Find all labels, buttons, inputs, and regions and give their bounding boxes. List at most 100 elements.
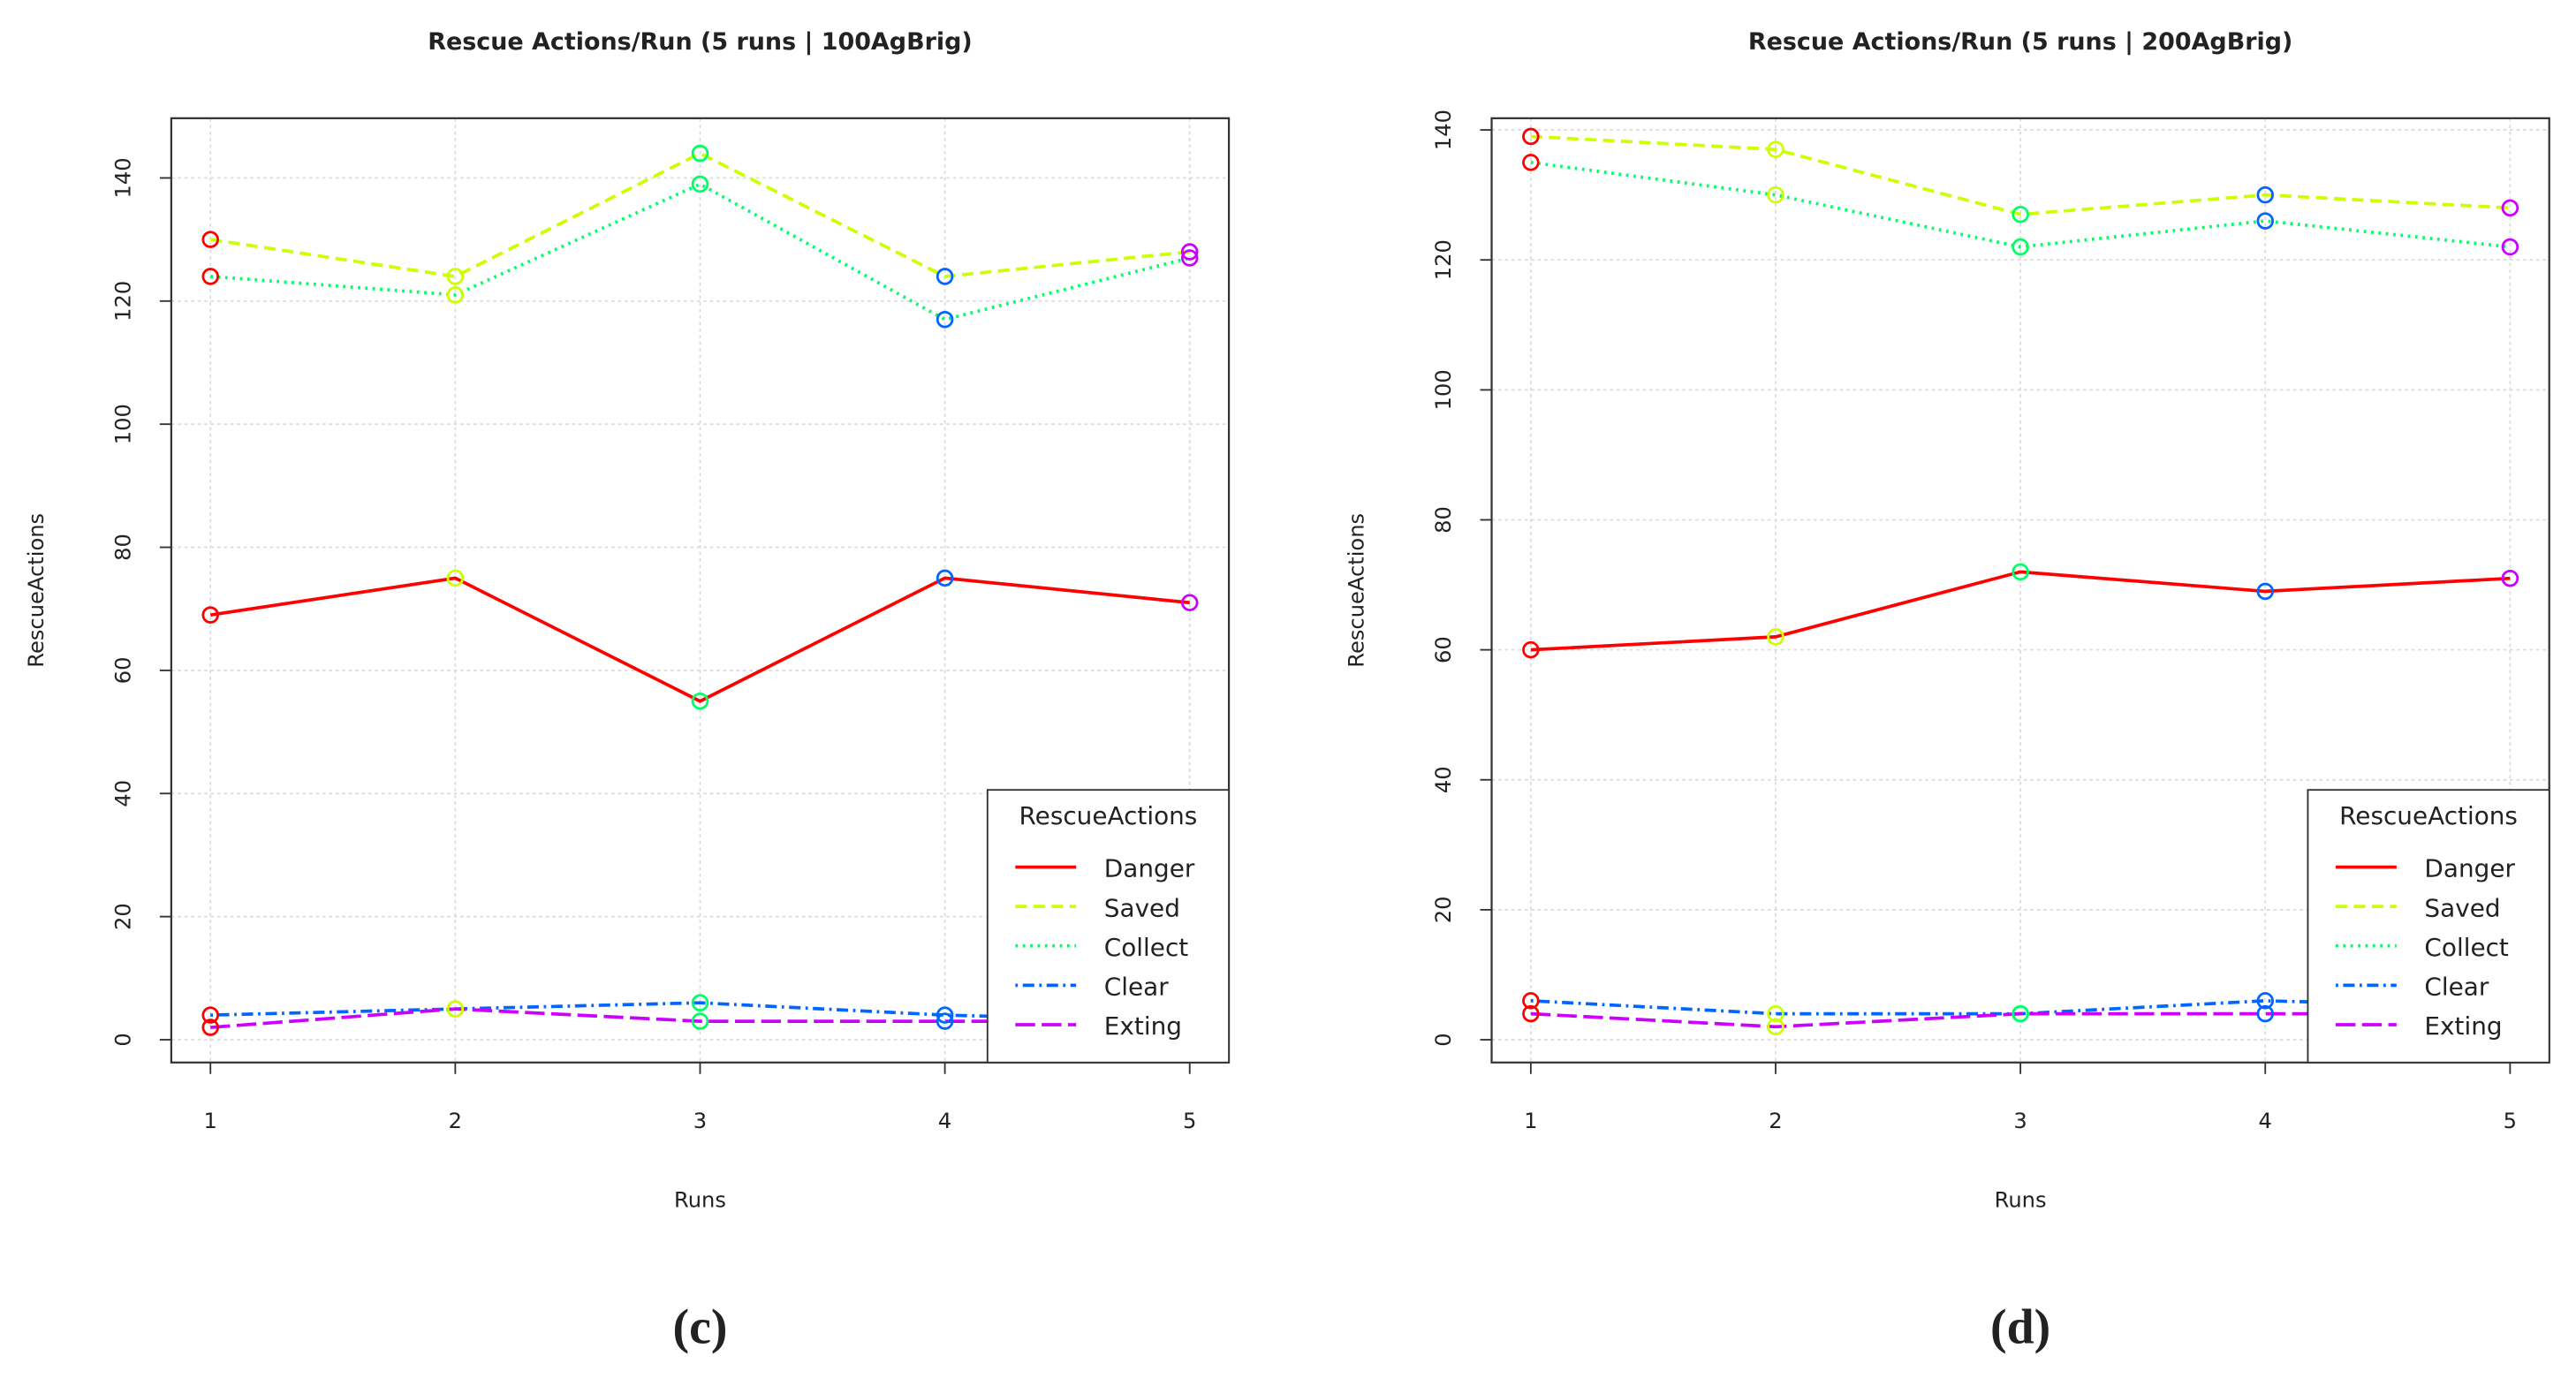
data-point: [691, 1012, 709, 1030]
data-point: [1522, 640, 1540, 659]
data-point: [446, 268, 465, 285]
data-point: [2256, 1004, 2275, 1023]
series-line: [209, 151, 1190, 278]
data-point: [691, 144, 709, 163]
data-point: [1522, 154, 1540, 171]
data-point: [1522, 992, 1540, 1010]
legend-label: Collect: [1104, 933, 1188, 962]
legend-label: Clear: [1104, 973, 1169, 1002]
legend-label: Exting: [2424, 1011, 2502, 1041]
x-tick-label: 4: [938, 1109, 951, 1133]
x-tick-label: 2: [449, 1109, 462, 1133]
data-point: [2256, 186, 2275, 204]
data-point: [1180, 249, 1199, 267]
series-line: [1530, 570, 2511, 652]
data-point: [446, 569, 465, 587]
legend-box: [2307, 789, 2550, 1064]
data-point: [2256, 992, 2275, 1010]
legend: RescueActions Danger Saved Collect Clear Exti…: [986, 789, 1231, 1064]
data-point: [1180, 243, 1199, 261]
data-point: [1767, 140, 1784, 158]
data-point: [201, 1006, 219, 1024]
y-tick-label: 140: [1431, 110, 1456, 150]
y-axis-label: RescueActions: [24, 513, 49, 668]
data-point: [936, 268, 954, 285]
y-tick-label: 40: [110, 780, 135, 807]
series-line: [1530, 134, 2511, 216]
y-tick-label: 0: [110, 1033, 135, 1046]
y-tick-label: 100: [1431, 369, 1456, 410]
data-point: [201, 606, 219, 624]
legend-label: Saved: [1104, 893, 1180, 922]
plot-frame: [170, 117, 1231, 1064]
y-tick-label: 60: [110, 657, 135, 685]
data-point: [691, 175, 709, 193]
x-tick-label: 4: [2259, 1109, 2272, 1133]
legend-box: [986, 789, 1231, 1064]
plot-frame: [1490, 117, 2550, 1064]
x-axis-label: Runs: [1995, 1187, 2047, 1212]
x-tick-label: 1: [204, 1109, 217, 1133]
x-tick-label: 5: [1183, 1109, 1196, 1133]
data-point: [2256, 212, 2275, 230]
data-point: [936, 310, 954, 329]
legend-label: Clear: [2424, 973, 2489, 1002]
data-point: [2012, 238, 2029, 256]
data-point: [1767, 1004, 1784, 1023]
data-point: [936, 1006, 954, 1024]
data-point: [1522, 127, 1540, 146]
legend-title: RescueActions: [2339, 801, 2518, 830]
data-point: [1180, 594, 1199, 612]
chart-title: Rescue Actions/Run (5 runs | 100AgBrig): [428, 28, 973, 56]
series-line: [210, 1001, 1190, 1023]
caption: (c): [673, 1300, 728, 1355]
legend-label: Danger: [1104, 854, 1195, 883]
y-tick-label: 120: [110, 281, 135, 322]
data-point: [446, 286, 465, 304]
legend-label: Collect: [2424, 933, 2508, 962]
y-tick-label: 0: [1431, 1033, 1456, 1046]
x-tick-label: 2: [1769, 1109, 1782, 1133]
data-point: [691, 994, 709, 1011]
y-axis-label: RescueActions: [1345, 513, 1369, 668]
data-point: [201, 268, 219, 285]
data-point: [1767, 1018, 1784, 1036]
data-point: [446, 1000, 465, 1018]
y-tick-label: 140: [110, 157, 135, 198]
data-point: [2256, 582, 2275, 601]
y-tick-label: 40: [1431, 766, 1456, 793]
y-tick-label: 80: [1431, 506, 1456, 534]
x-tick-label: 3: [693, 1109, 707, 1133]
legend-title: RescueActions: [1019, 801, 1198, 830]
y-tick-label: 20: [110, 903, 135, 930]
y-tick-label: 80: [110, 534, 135, 561]
data-point: [2012, 205, 2029, 223]
x-axis-label: Runs: [674, 1187, 726, 1212]
caption: (d): [1990, 1300, 2050, 1355]
data-point: [201, 231, 219, 248]
data-point: [2012, 563, 2029, 581]
data-point: [691, 692, 709, 710]
series-line: [209, 576, 1190, 703]
legend-label: Saved: [2424, 893, 2500, 922]
data-point: [1767, 186, 1784, 204]
chart-title: Rescue Actions/Run (5 runs | 200AgBrig): [1748, 28, 2293, 56]
y-tick-label: 20: [1431, 897, 1456, 924]
data-point: [201, 1019, 219, 1036]
data-point: [2501, 199, 2519, 217]
legend-label: Danger: [2424, 854, 2515, 883]
x-tick-label: 3: [2013, 1109, 2027, 1133]
series-line: [1530, 161, 2511, 249]
series-line: [210, 182, 1191, 322]
x-tick-label: 1: [1524, 1109, 1537, 1133]
data-point: [2501, 569, 2519, 587]
data-point: [936, 569, 954, 587]
y-tick-label: 120: [1431, 239, 1456, 280]
data-point: [1767, 628, 1784, 646]
x-tick-label: 5: [2504, 1109, 2517, 1133]
y-tick-label: 60: [1431, 636, 1456, 663]
y-tick-label: 100: [110, 404, 135, 444]
data-point: [1522, 1004, 1540, 1023]
legend-label: Exting: [1104, 1011, 1182, 1041]
